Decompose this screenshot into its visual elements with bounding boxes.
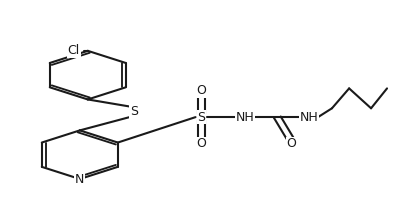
Text: O: O — [286, 137, 296, 150]
Text: N: N — [75, 173, 85, 185]
Text: S: S — [198, 111, 205, 124]
Text: O: O — [197, 84, 206, 97]
Text: NH: NH — [236, 111, 255, 124]
Text: NH: NH — [300, 111, 318, 124]
Text: O: O — [197, 137, 206, 150]
Text: Cl: Cl — [68, 44, 80, 57]
Text: S: S — [130, 105, 138, 118]
